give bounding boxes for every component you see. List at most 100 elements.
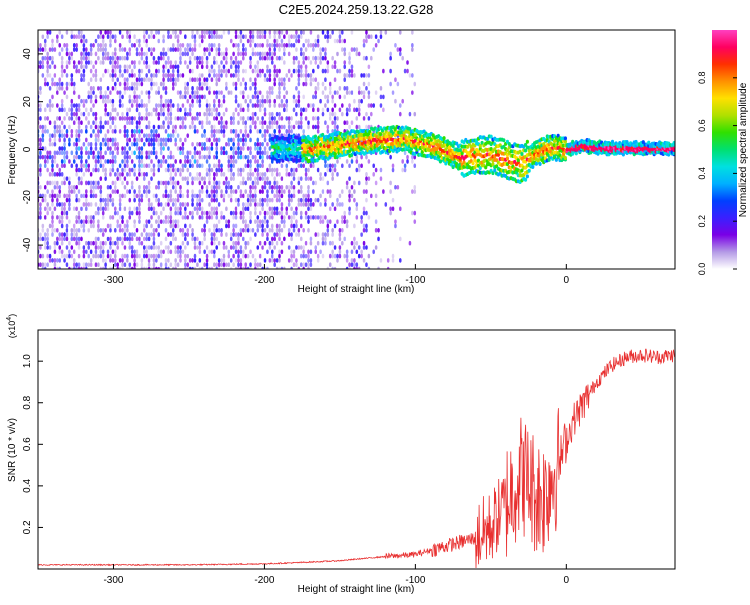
spectrogram-cell	[232, 262, 235, 267]
spectrogram-cell	[189, 194, 192, 199]
spectrogram-cell	[119, 206, 122, 211]
spectrogram-cell	[240, 224, 243, 229]
spectrogram-cell	[157, 39, 160, 44]
spectrogram-cell	[174, 138, 177, 143]
spectrogram-cell	[138, 211, 141, 216]
spectrogram-cell	[230, 86, 233, 91]
spectrogram-cell	[97, 168, 100, 173]
spectrogram-cell	[124, 151, 127, 156]
spectrogram-cell	[136, 99, 139, 104]
spectrogram-cell	[278, 254, 281, 259]
spectrogram-cell	[290, 172, 293, 177]
spectrogram-cell	[223, 146, 226, 151]
spectrogram-cell	[78, 254, 81, 259]
spectrogram-cell	[124, 47, 127, 52]
spectrogram-cell	[314, 65, 317, 70]
spectrogram-cell	[186, 176, 189, 181]
spectrogram-cell	[266, 219, 269, 224]
spectrogram-cell	[155, 103, 158, 108]
spectrogram-cell	[150, 159, 153, 164]
spectrogram-cell	[227, 103, 230, 108]
spectrogram-cell	[223, 39, 226, 44]
spectrogram-cell	[172, 163, 175, 168]
spectrogram-cell	[102, 60, 105, 65]
spectrogram-cell	[61, 163, 64, 168]
spectrogram-cell	[261, 254, 264, 259]
spectrogram-cell	[288, 198, 291, 203]
spectrogram-cell	[199, 56, 202, 61]
spectrogram-cell	[230, 159, 233, 164]
spectrogram-cell	[170, 262, 173, 267]
spectrogram-cell	[63, 146, 66, 151]
spectrogram-cell	[230, 56, 233, 61]
spectrogram-cell	[351, 30, 354, 35]
spectrogram-cell	[240, 176, 243, 181]
spectrogram-cell	[75, 237, 78, 242]
spectrogram-cell	[170, 47, 173, 52]
spectrogram-cell	[63, 232, 66, 237]
spectrogram-cell	[172, 181, 175, 186]
spectrogram-cell	[329, 86, 332, 91]
spectrogram-cell	[148, 56, 151, 61]
spectrogram-cell	[269, 52, 272, 57]
spectrogram-cell	[351, 120, 354, 125]
spectrogram-cell	[290, 56, 293, 61]
spectrogram-cell	[199, 241, 202, 246]
spectrogram-cell	[220, 189, 223, 194]
spectrogram-cell	[203, 47, 206, 52]
spectrogram-cell	[203, 262, 206, 267]
spectrogram-cell	[189, 176, 192, 181]
spectrogram-cell	[83, 142, 86, 147]
spectrogram-cell	[368, 176, 371, 181]
spectrogram-cell	[170, 65, 173, 70]
spectrogram-cell	[153, 138, 156, 143]
spectrogram-cell	[189, 224, 192, 229]
spectrogram-cell	[319, 215, 322, 220]
spectrogram-cell	[343, 95, 346, 100]
spectrogram-cell	[143, 224, 146, 229]
spectrogram-cell	[165, 52, 168, 57]
spectrogram-cell	[179, 258, 182, 263]
spectrogram-cell	[256, 95, 259, 100]
spectrogram-cell	[346, 168, 349, 173]
spectrogram-cell	[285, 73, 288, 78]
spectrogram-cell	[85, 159, 88, 164]
spectrogram-cell	[314, 245, 317, 250]
spectrogram-cell	[174, 206, 177, 211]
spectrogram-cell	[225, 258, 228, 263]
spectrogram-cell	[300, 43, 303, 48]
spectrogram-cell	[305, 69, 308, 74]
spectrogram-cell	[99, 228, 102, 233]
spectrogram-cell	[281, 241, 284, 246]
spectrogram-cell	[406, 60, 409, 65]
spectrogram-cell	[285, 172, 288, 177]
spectrogram-cell	[75, 202, 78, 207]
spectrogram-cell	[211, 185, 214, 190]
spectrogram-cell	[249, 138, 252, 143]
spectrogram-cell	[68, 254, 71, 259]
spectrogram-cell	[242, 168, 245, 173]
spectrogram-cell	[141, 262, 144, 267]
spectrogram-cell	[298, 90, 301, 95]
spectrogram-cell	[189, 211, 192, 216]
spectrogram-cell	[208, 185, 211, 190]
spectrogram-cell	[300, 120, 303, 125]
spectrogram-cell	[271, 228, 274, 233]
spectrogram-cell	[95, 245, 98, 250]
spectrogram-cell	[358, 181, 361, 186]
spectrogram-cell	[223, 172, 226, 177]
spectrogram-cell	[281, 194, 284, 199]
spectrogram-cell	[213, 181, 216, 186]
spectrogram-cell	[305, 258, 308, 263]
spectrogram-cell	[150, 151, 153, 156]
spectrogram-cell	[133, 151, 136, 156]
spectrogram-cell	[143, 237, 146, 242]
spectrogram-cell	[310, 163, 313, 168]
spectrogram-cell	[42, 254, 45, 259]
spectrogram-cell	[302, 52, 305, 57]
spectrogram-cell	[114, 129, 117, 134]
spectrogram-cell	[232, 155, 235, 160]
spectrogram-cell	[235, 108, 238, 113]
spectrogram-cell	[141, 254, 144, 259]
spectrogram-cell	[155, 112, 158, 117]
